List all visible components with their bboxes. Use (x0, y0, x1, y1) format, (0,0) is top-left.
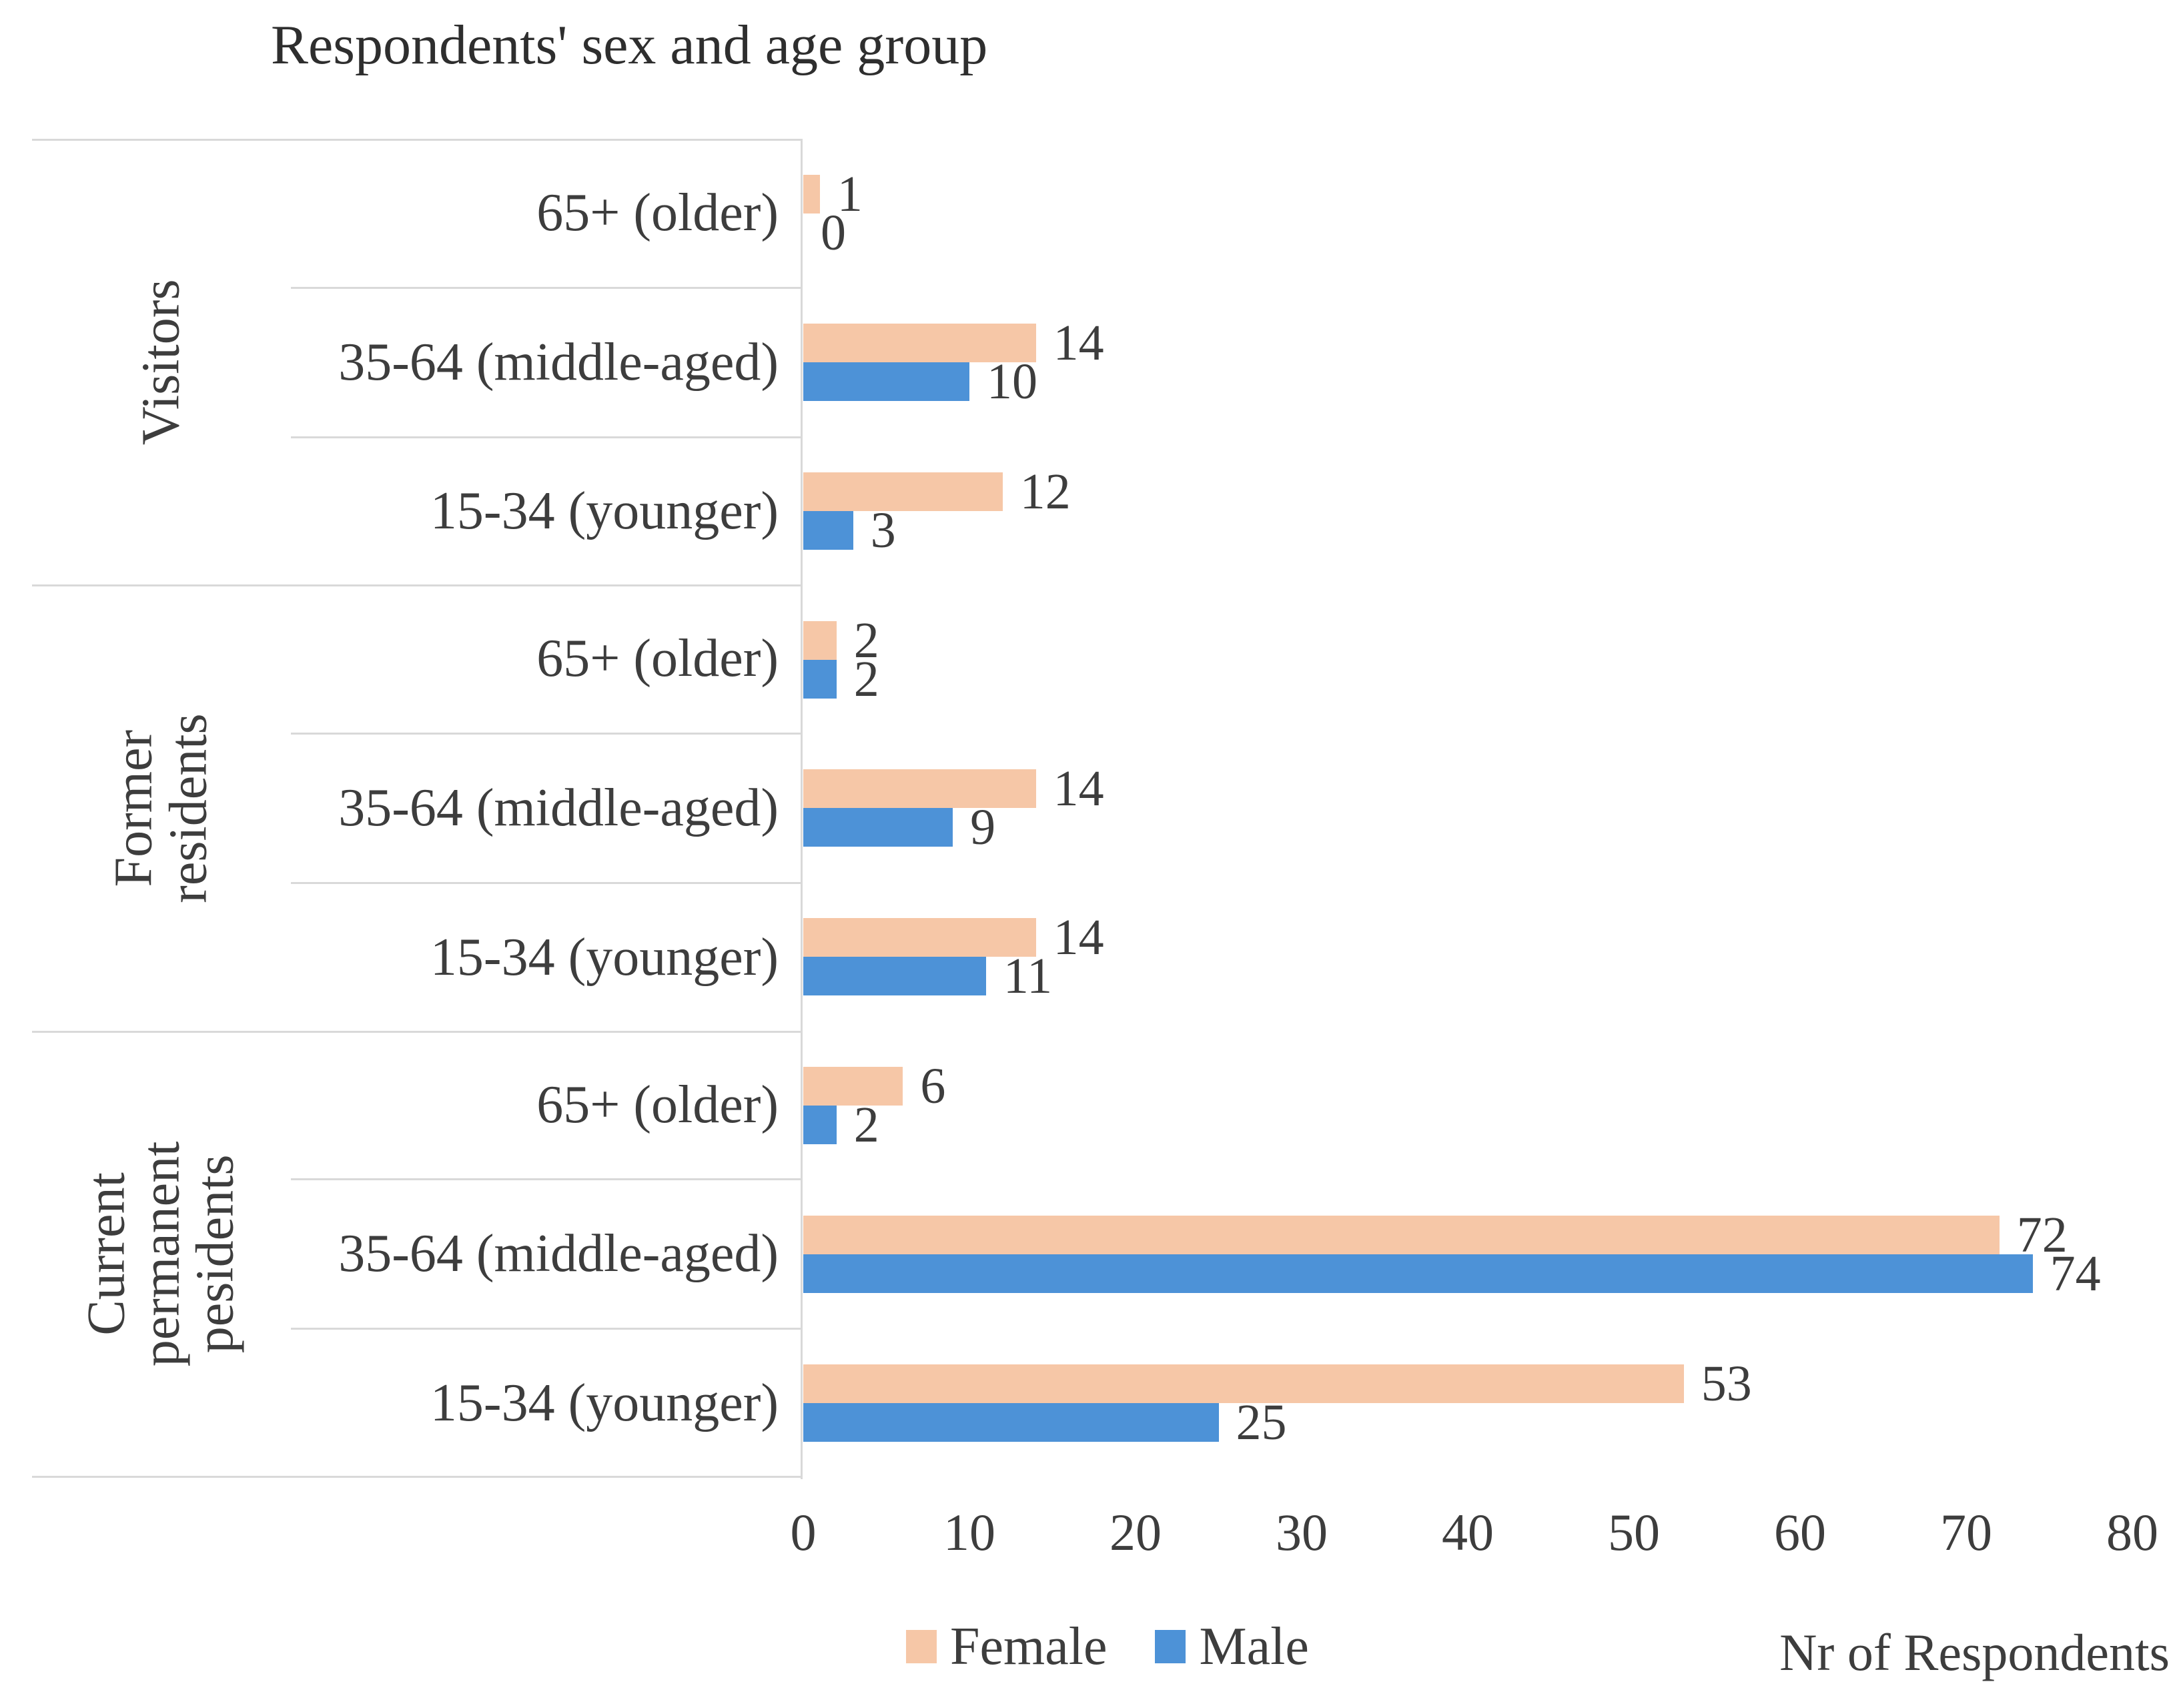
group-cell-visitors: Visitors (32, 139, 291, 585)
value-label-female: 14 (1053, 909, 1104, 966)
x-tick-label: 30 (1276, 1503, 1328, 1561)
group-label-current-permanent: Current permanent pesidents (77, 1142, 245, 1367)
group-cell-current-permanent: Current permanent pesidents (32, 1031, 291, 1477)
group-divider-line (32, 1031, 803, 1033)
bar-male (803, 1402, 1219, 1442)
x-tick-label: 80 (2106, 1503, 2158, 1561)
age-label: 35-64 (middle-aged) (291, 286, 803, 436)
value-label-female: 12 (1019, 463, 1071, 520)
age-label: 35-64 (middle-aged) (291, 733, 803, 882)
x-tick-label: 10 (943, 1503, 995, 1561)
legend-label-male: Male (1199, 1617, 1309, 1676)
bar-female (803, 918, 1036, 957)
bar-row: 14 10 (803, 288, 2132, 437)
value-label-female: 72 (2016, 1206, 2068, 1263)
bar-male (803, 659, 837, 699)
bar-row: 1 0 (803, 139, 2132, 288)
bar-row: 14 11 (803, 883, 2132, 1031)
x-tick-label: 0 (790, 1503, 817, 1561)
bar-female (803, 1066, 903, 1106)
plot-area: 1 0 14 10 12 3 2 2 14 9 14 11 6 2 72 74 … (803, 139, 2132, 1477)
bar-row: 72 74 (803, 1180, 2132, 1328)
bar-row: 6 2 (803, 1031, 2132, 1180)
legend-item-female: Female (906, 1620, 1107, 1673)
value-label-male: 2 (853, 1096, 879, 1153)
value-label-female: 6 (920, 1057, 946, 1114)
bar-female (803, 620, 837, 660)
bar-female (803, 1215, 2000, 1254)
bar-male (803, 510, 853, 550)
category-axis-line (801, 139, 803, 1479)
group-divider-line (32, 139, 803, 141)
male-swatch-icon (1155, 1630, 1186, 1663)
value-label-male: 2 (853, 651, 879, 707)
bar-female (803, 1364, 1684, 1403)
chart-title: Respondents' sex and age group (271, 14, 988, 76)
bar-male (803, 808, 953, 847)
value-label-female: 1 (837, 166, 863, 223)
bar-female (803, 472, 1003, 511)
value-label-female: 14 (1053, 315, 1104, 372)
bar-row: 2 2 (803, 585, 2132, 734)
legend-label-female: Female (950, 1617, 1108, 1676)
age-label: 65+ (older) (536, 629, 779, 689)
legend-item-male: Male (1155, 1617, 1309, 1676)
female-swatch-icon (906, 1630, 937, 1663)
group-label-visitors: Visitors (131, 279, 191, 446)
bar-male (803, 957, 986, 996)
bar-male (803, 1254, 2033, 1293)
bar-row: 14 9 (803, 734, 2132, 883)
bar-male (803, 1105, 837, 1144)
value-label-male: 25 (1236, 1394, 1287, 1450)
value-label-female: 14 (1053, 761, 1104, 817)
bar-female (803, 769, 1036, 809)
group-divider-line (32, 1476, 803, 1478)
value-label-male: 11 (1003, 948, 1053, 1005)
x-tick-label: 50 (1608, 1503, 1660, 1561)
bar-female (803, 324, 1036, 363)
x-tick-label: 40 (1442, 1503, 1494, 1561)
value-label-male: 3 (870, 502, 896, 558)
bar-female (803, 175, 820, 214)
value-label-male: 74 (2050, 1245, 2101, 1302)
bar-row: 12 3 (803, 437, 2132, 586)
value-label-female: 2 (853, 612, 879, 669)
value-label-male: 10 (987, 354, 1037, 410)
group-cell-former-residents: Former residents (32, 585, 291, 1031)
group-divider-line (32, 584, 803, 586)
age-label: 15-34 (younger) (291, 1328, 803, 1477)
group-label-former-residents: Former residents (104, 713, 217, 903)
legend: Female Male (906, 1620, 1309, 1673)
age-label: 15-34 (younger) (291, 436, 803, 586)
x-axis: 0 10 20 30 40 50 60 70 80 (791, 1503, 2159, 1563)
value-label-male: 9 (970, 799, 996, 856)
value-label-male: 0 (821, 205, 846, 262)
value-label-female: 53 (1701, 1355, 1752, 1412)
age-label-column: 65+ (older) 35-64 (middle-aged) 15-34 (y… (291, 139, 803, 1477)
x-tick-label: 60 (1774, 1503, 1826, 1561)
age-label: 15-34 (younger) (291, 881, 803, 1031)
x-axis-title: Nr of Respondents (1779, 1623, 2170, 1681)
x-tick-label: 70 (1940, 1503, 1992, 1561)
bar-row: 53 25 (803, 1328, 2132, 1477)
group-label-column: Visitors Former residents Current perman… (32, 139, 291, 1477)
bar-male (803, 362, 969, 402)
category-label-area: Visitors Former residents Current perman… (32, 139, 803, 1478)
x-tick-label: 20 (1110, 1503, 1162, 1561)
age-label: 35-64 (middle-aged) (291, 1178, 803, 1328)
age-label: 65+ (older) (536, 1075, 779, 1134)
age-label: 65+ (older) (536, 183, 779, 242)
